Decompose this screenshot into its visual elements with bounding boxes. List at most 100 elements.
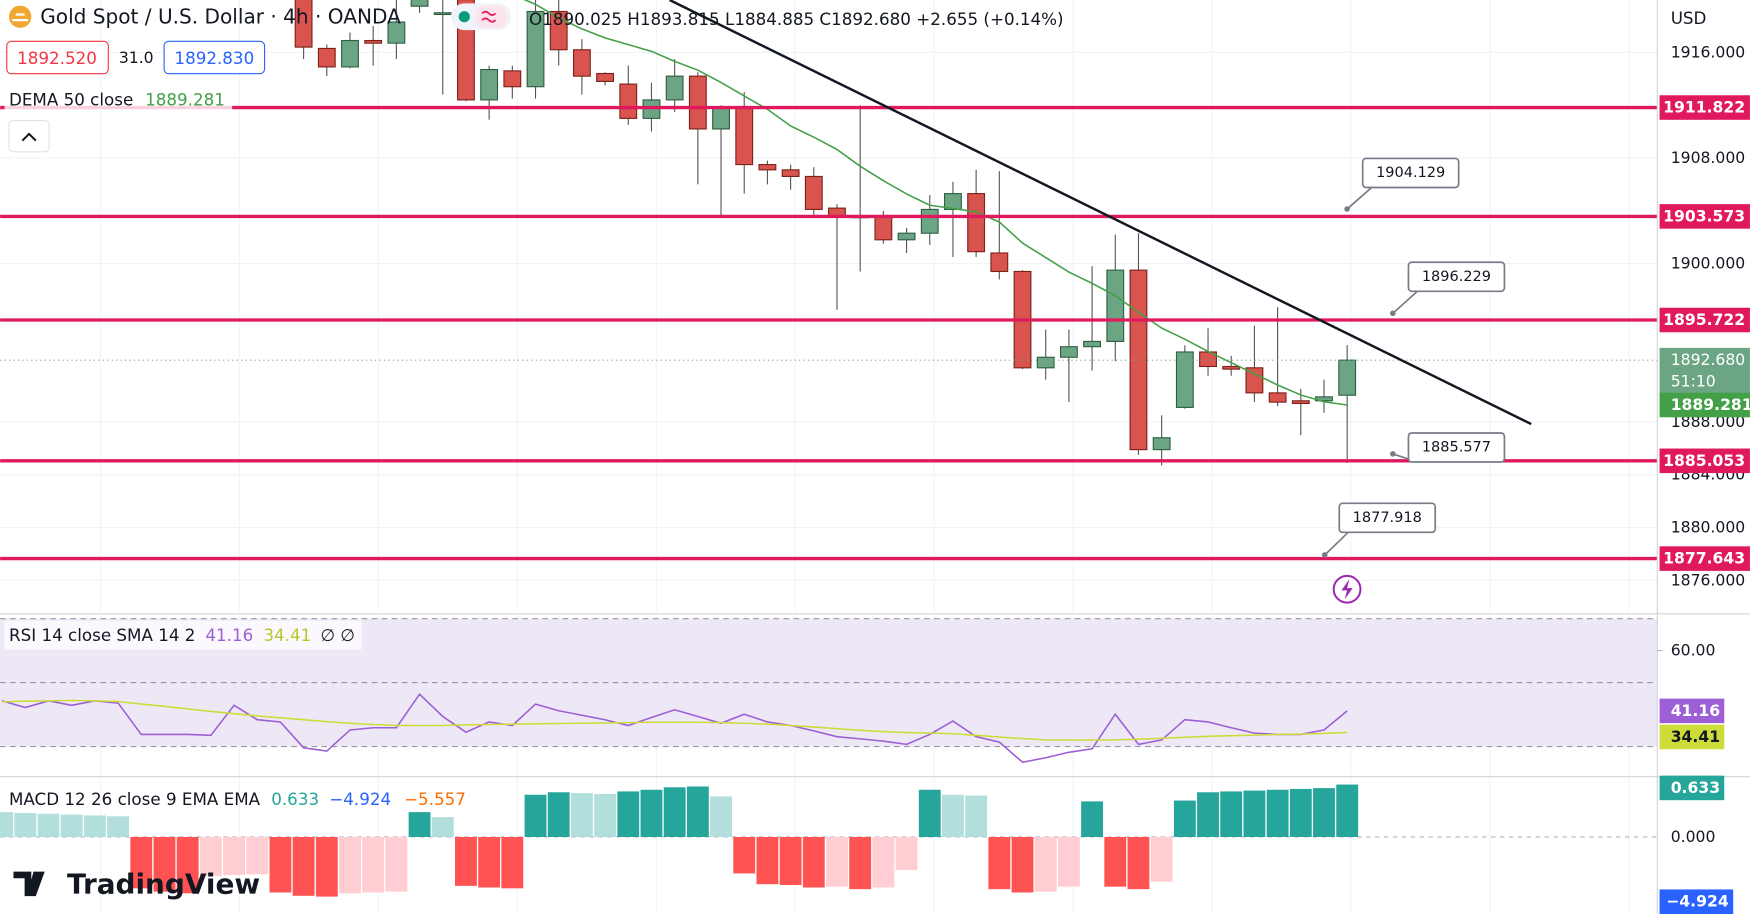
macd-histogram-bar [269,836,292,893]
macd-legend-value: 0.633 [271,789,319,809]
macd-histogram-bar [60,814,83,837]
macd-histogram-bar [918,789,941,837]
macd-histogram-bar [107,816,130,837]
countdown: 51:10 [1671,372,1716,390]
macd-histogram-bar [223,836,245,876]
macd-histogram-bar [849,836,872,890]
candle-body [480,68,499,101]
macd-histogram-bar [1057,836,1080,887]
macd-axis-label: 0.633 [1671,779,1720,797]
candle-body [967,193,986,253]
rsi-axis-label: 41.16 [1671,702,1721,720]
macd-histogram-bar [524,794,547,837]
symbol-icon-mark [12,13,28,22]
macd-histogram-bar [292,836,315,896]
candle-body [990,252,1009,273]
rsi-legend-value: 41.16 [205,625,253,645]
callout-box [1407,261,1506,293]
candle-body [1268,392,1287,403]
candle-body [387,21,406,44]
macd-histogram-bar [1313,788,1335,837]
candle-body [665,75,684,101]
level-axis-label: 1903.573 [1663,207,1745,225]
rsi-legend-extra: ∅ ∅ [320,625,354,645]
overlays: 1904.129 1896.229 1885.577 1877.918 [1321,157,1506,558]
macd-histogram-bar [802,836,825,888]
ohlc-change: +2.655 (+0.14%) [916,9,1063,29]
candle-body [1106,269,1125,342]
macd-histogram-bar [455,836,477,886]
macd-histogram-bar [339,836,361,894]
price-pane [0,0,1658,612]
macd-histogram-bar [594,793,617,837]
collapse-button[interactable] [8,119,50,153]
macd-histogram-bar [37,813,60,837]
macd-histogram-bar [1243,790,1266,837]
macd-histogram-bar [1173,800,1196,837]
candle-body [944,193,962,210]
currency[interactable]: USD [1671,8,1707,28]
macd-histogram-bar [408,812,431,837]
callout-box [1338,502,1437,534]
logo-text[interactable]: TradingView [67,867,260,900]
delay-badge[interactable] [475,5,507,28]
trend-line[interactable] [669,0,1532,426]
rsi-legend[interactable]: RSI 14 close SMA 14 2 [9,625,195,645]
callout-label: 1904.129 [1376,165,1445,181]
ohlc-key: C [819,9,831,29]
candle-body [1152,437,1171,451]
macd-histogram-bar [1034,836,1057,892]
macd-axis-box [1659,775,1725,801]
candle-body [735,107,754,166]
callout-anchor [1390,310,1396,317]
rsi-legend-bg [4,620,362,650]
sell-button[interactable] [6,40,109,75]
dema-line [523,0,1348,406]
candle-body [1036,356,1055,369]
candle-body [1291,400,1310,405]
candle-body [619,83,638,119]
level-axis-label: 1885.053 [1663,452,1745,470]
candle-body [317,47,336,68]
candle-body [804,175,823,210]
symbol-title: Gold Spot / U.S. Dollar · 4h · OANDA [40,5,401,29]
market-open-dot [458,11,470,23]
spread: 31.0 [119,49,154,67]
alert-bolt [1341,579,1353,600]
macd-histogram-bar [895,836,918,871]
candle-body [596,72,615,82]
buy-button[interactable] [163,40,266,75]
ohlc-key: L [725,9,735,29]
level-axis-label: 1877.643 [1663,550,1745,568]
macd-histogram-bar [199,836,222,876]
macd-histogram-bar [733,836,756,874]
y-tick-label: 1880.000 [1671,518,1745,536]
ohlc-key: O [529,9,542,29]
level-axis-box [1659,307,1750,333]
macd-legend[interactable]: MACD 12 26 close 9 EMA EMA [9,789,261,809]
candle-body [897,232,916,241]
macd-histogram-bar [617,791,640,837]
ohlc-values: O1890.025 H1893.815 L1884.885 C1892.680 … [529,9,1064,29]
callout-anchor [1344,206,1350,212]
macd-histogram-bar [501,836,524,889]
last-price-box [1659,347,1750,396]
dema-legend[interactable]: DEMA 50 close [9,89,133,109]
logo-mark [13,871,45,897]
rsi-axis-label: 34.41 [1671,728,1720,746]
y-tick-label: 1888.000 [1671,413,1745,431]
dema-axis-label: 1889.281 [1671,396,1750,414]
macd-histogram-bar [1197,792,1219,837]
macd-histogram-bar [385,836,408,892]
collapse-icon [21,132,37,142]
candle-body [874,215,893,241]
macd-histogram-bar [570,793,593,837]
macd-histogram-bar [872,836,895,888]
candle-body [294,0,313,48]
candle-body [503,70,522,88]
dema-legend-value: 1889.281 [145,89,225,109]
rsi-sma-legend-value: 34.41 [263,625,311,645]
macd-histogram-bar [663,787,686,837]
macd-histogram-bar [640,789,663,837]
callout-pointer [1392,290,1418,314]
